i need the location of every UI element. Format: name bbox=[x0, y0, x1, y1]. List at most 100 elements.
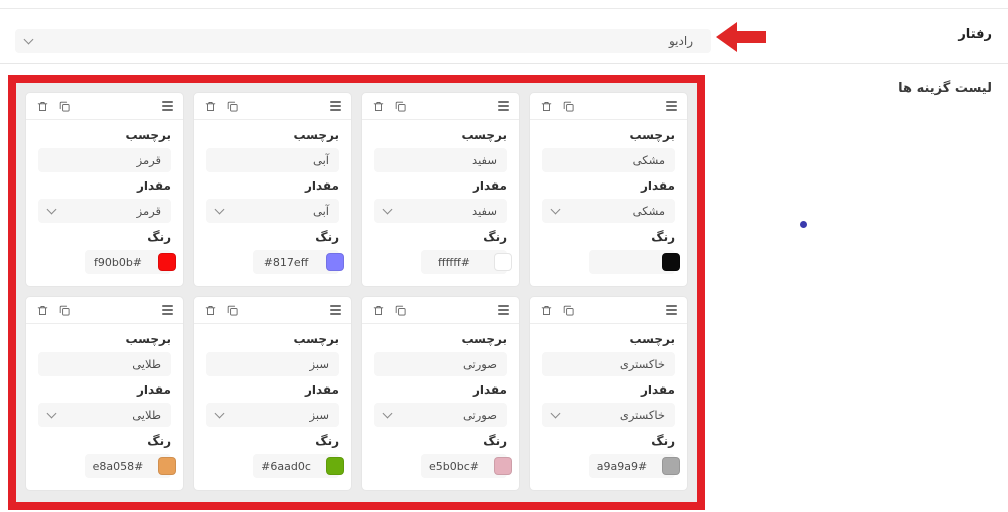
option-card: برچسب مشکی مقدار مشکی رنگ bbox=[529, 92, 688, 287]
option-card-body: برچسب سفید مقدار سفید رنگ ffffff# bbox=[362, 120, 519, 286]
option-label-input[interactable]: طلایی bbox=[38, 352, 171, 376]
behavior-label: رفتار bbox=[958, 27, 992, 42]
trash-icon bbox=[541, 101, 552, 111]
option-color-field[interactable] bbox=[589, 250, 680, 274]
behavior-select[interactable]: رادیو bbox=[15, 29, 711, 53]
option-color-swatch[interactable] bbox=[662, 457, 680, 475]
option-label-input[interactable]: خاکستری bbox=[542, 352, 675, 376]
option-value-select[interactable]: خاکستری bbox=[542, 403, 675, 427]
option-color-caption: رنگ bbox=[651, 230, 675, 244]
delete-option-button[interactable] bbox=[540, 100, 553, 113]
option-value-caption: مقدار bbox=[472, 383, 507, 397]
delete-option-button[interactable] bbox=[204, 100, 217, 113]
duplicate-option-button[interactable] bbox=[394, 100, 407, 113]
option-value-select[interactable]: سبز bbox=[206, 403, 339, 427]
delete-option-button[interactable] bbox=[36, 100, 49, 113]
option-color-field[interactable]: ffffff# bbox=[421, 250, 512, 274]
option-card-header bbox=[362, 93, 519, 120]
drag-handle-icon[interactable] bbox=[666, 305, 677, 315]
option-label-input[interactable]: آبی bbox=[206, 148, 339, 172]
drag-handle-icon[interactable] bbox=[498, 101, 509, 111]
copy-icon bbox=[227, 305, 238, 316]
option-card-header bbox=[26, 93, 183, 120]
copy-icon bbox=[563, 101, 574, 112]
option-color-swatch[interactable] bbox=[326, 253, 344, 271]
duplicate-option-button[interactable] bbox=[226, 304, 239, 317]
option-card: برچسب آبی مقدار آبی رنگ #817eff bbox=[193, 92, 352, 287]
option-color-field[interactable]: #817eff bbox=[253, 250, 344, 274]
option-card: برچسب سبز مقدار سبز رنگ #6aad0c bbox=[193, 296, 352, 491]
option-color-row: e8a058# bbox=[38, 454, 176, 478]
option-color-swatch[interactable] bbox=[326, 457, 344, 475]
option-label-input[interactable]: سفید bbox=[374, 148, 507, 172]
drag-handle-icon[interactable] bbox=[330, 101, 341, 111]
chevron-down-icon bbox=[46, 408, 57, 418]
option-value-select[interactable]: صورتی bbox=[374, 403, 507, 427]
option-color-field[interactable]: e5b0bc# bbox=[421, 454, 512, 478]
option-card-body: برچسب طلایی مقدار طلایی رنگ e8a058# bbox=[26, 324, 183, 490]
option-value-select[interactable]: قرمز bbox=[38, 199, 171, 223]
options-highlight-frame: برچسب قرمز مقدار قرمز رنگ f90b0b# bbox=[8, 75, 705, 510]
duplicate-option-button[interactable] bbox=[394, 304, 407, 317]
drag-handle-icon[interactable] bbox=[162, 101, 173, 111]
option-value-select[interactable]: آبی bbox=[206, 199, 339, 223]
option-label-value: خاکستری bbox=[619, 357, 665, 371]
option-color-row bbox=[542, 250, 680, 274]
option-value-text: سفید bbox=[472, 204, 497, 218]
option-card-body: برچسب مشکی مقدار مشکی رنگ bbox=[530, 120, 687, 286]
option-color-hex: #6aad0c bbox=[261, 459, 311, 473]
option-label-input[interactable]: قرمز bbox=[38, 148, 171, 172]
option-card-body: برچسب سبز مقدار سبز رنگ #6aad0c bbox=[194, 324, 351, 490]
option-label-input[interactable]: سبز bbox=[206, 352, 339, 376]
duplicate-option-button[interactable] bbox=[58, 100, 71, 113]
trash-icon bbox=[37, 101, 48, 111]
chevron-down-icon bbox=[382, 408, 393, 418]
option-label-value: سبز bbox=[309, 357, 329, 371]
option-color-swatch[interactable] bbox=[494, 253, 512, 271]
duplicate-option-button[interactable] bbox=[58, 304, 71, 317]
chevron-down-icon bbox=[382, 204, 393, 214]
delete-option-button[interactable] bbox=[540, 304, 553, 317]
option-color-field[interactable]: f90b0b# bbox=[85, 250, 176, 274]
option-label-value: قرمز bbox=[136, 153, 161, 167]
drag-handle-icon[interactable] bbox=[330, 305, 341, 315]
option-label-input[interactable]: صورتی bbox=[374, 352, 507, 376]
option-value-caption: مقدار bbox=[136, 383, 171, 397]
option-color-caption: رنگ bbox=[651, 434, 675, 448]
option-value-caption: مقدار bbox=[136, 179, 171, 193]
option-label-value: مشکی bbox=[632, 153, 665, 167]
option-color-caption: رنگ bbox=[483, 434, 507, 448]
option-card-body: برچسب صورتی مقدار صورتی رنگ e5b0bc# bbox=[362, 324, 519, 490]
option-color-swatch[interactable] bbox=[662, 253, 680, 271]
duplicate-option-button[interactable] bbox=[562, 304, 575, 317]
radio-preview-dot[interactable] bbox=[800, 221, 807, 228]
trash-icon bbox=[205, 101, 216, 111]
option-card-body: برچسب خاکستری مقدار خاکستری رنگ a9a9a9# bbox=[530, 324, 687, 490]
option-value-select[interactable]: سفید bbox=[374, 199, 507, 223]
option-color-swatch[interactable] bbox=[494, 457, 512, 475]
copy-icon bbox=[395, 305, 406, 316]
option-color-caption: رنگ bbox=[315, 434, 339, 448]
option-value-select[interactable]: طلایی bbox=[38, 403, 171, 427]
option-label-input[interactable]: مشکی bbox=[542, 148, 675, 172]
option-color-field[interactable]: a9a9a9# bbox=[589, 454, 680, 478]
option-color-swatch[interactable] bbox=[158, 457, 176, 475]
option-color-field[interactable]: e8a058# bbox=[85, 454, 176, 478]
duplicate-option-button[interactable] bbox=[226, 100, 239, 113]
duplicate-option-button[interactable] bbox=[562, 100, 575, 113]
delete-option-button[interactable] bbox=[36, 304, 49, 317]
drag-handle-icon[interactable] bbox=[162, 305, 173, 315]
delete-option-button[interactable] bbox=[372, 304, 385, 317]
option-color-hex: #817eff bbox=[263, 255, 309, 269]
option-color-field[interactable]: #6aad0c bbox=[253, 454, 344, 478]
delete-option-button[interactable] bbox=[372, 100, 385, 113]
option-value-select[interactable]: مشکی bbox=[542, 199, 675, 223]
option-color-swatch[interactable] bbox=[158, 253, 176, 271]
option-label-caption: برچسب bbox=[293, 128, 339, 142]
drag-handle-icon[interactable] bbox=[666, 101, 677, 111]
option-card-body: برچسب قرمز مقدار قرمز رنگ f90b0b# bbox=[26, 120, 183, 286]
option-card: برچسب خاکستری مقدار خاکستری رنگ a9a9a9# bbox=[529, 296, 688, 491]
drag-handle-icon[interactable] bbox=[498, 305, 509, 315]
delete-option-button[interactable] bbox=[204, 304, 217, 317]
